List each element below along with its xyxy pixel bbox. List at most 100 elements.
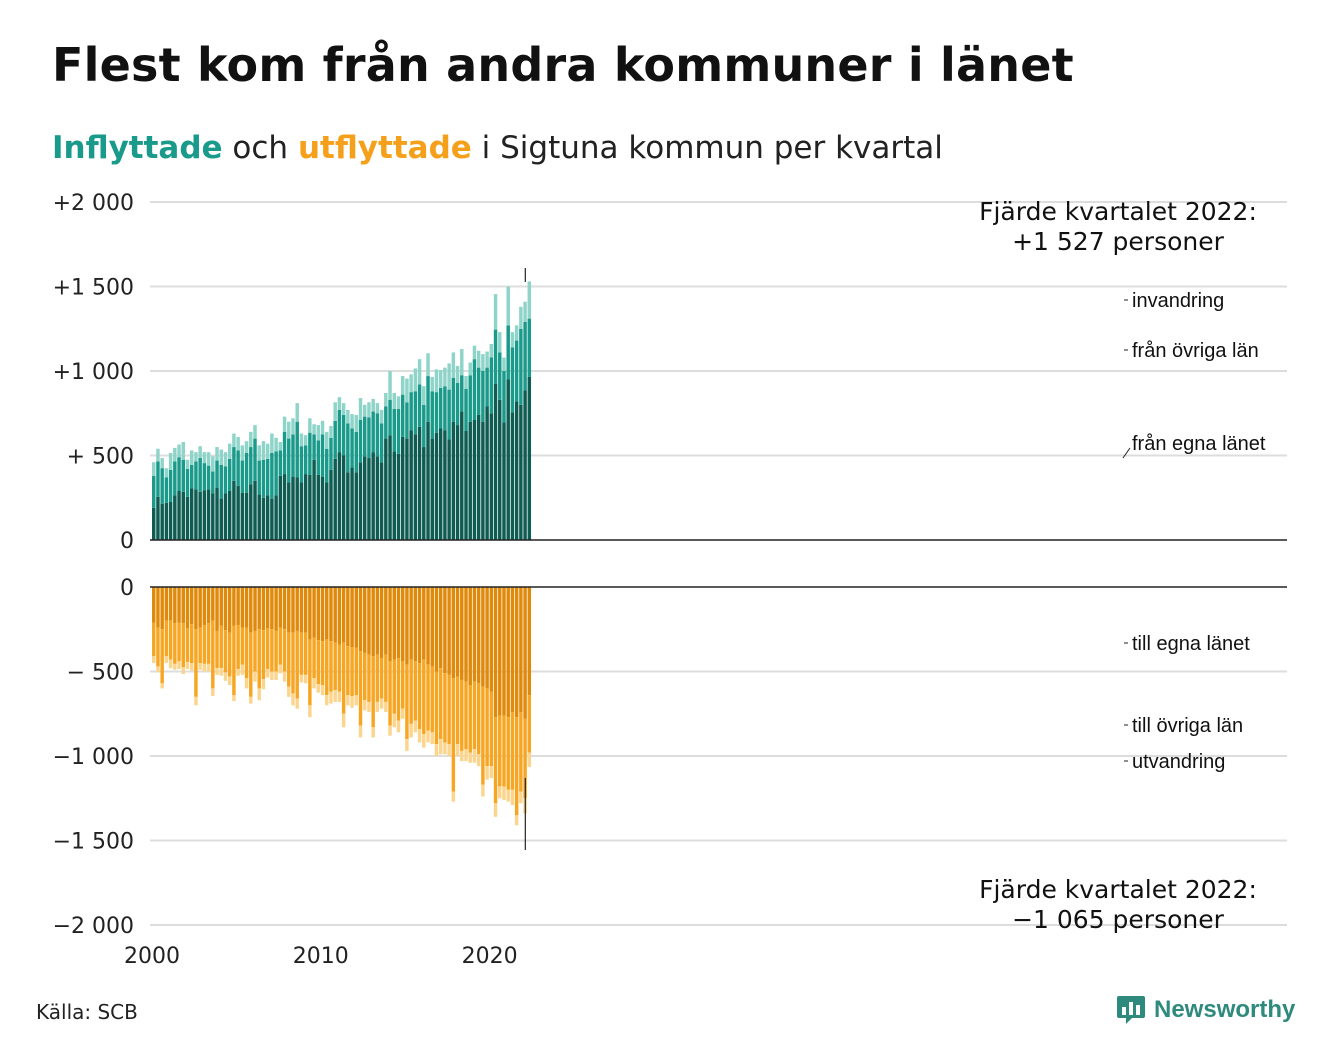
bar-in-ovriga-lan	[316, 440, 321, 475]
bar-out-ovriga-lan	[464, 681, 468, 750]
bar-out-utvandring	[312, 678, 316, 689]
bar-out-ovriga-lan	[409, 659, 413, 724]
bar-out-egna-lanet	[325, 587, 329, 640]
bar-in-ovriga-lan	[240, 460, 245, 493]
bar-out-utvandring	[198, 663, 202, 670]
bar-in-invandring	[400, 376, 405, 395]
bar-in-invandring	[202, 452, 207, 464]
bar-in-egna-lanet	[173, 495, 177, 540]
bar-out-ovriga-lan	[392, 659, 397, 714]
bar-out-egna-lanet	[261, 587, 266, 631]
bar-out-egna-lanet	[337, 587, 342, 645]
bar-in-invandring	[489, 343, 494, 358]
bar-out-utvandring	[202, 663, 207, 672]
bar-out-egna-lanet	[409, 587, 413, 660]
bar-out-utvandring	[396, 720, 401, 733]
bar-in-ovriga-lan	[405, 402, 409, 439]
y-tick-label-lower: −1 500	[53, 830, 134, 855]
bar-in-invandring	[240, 445, 245, 461]
bar-in-ovriga-lan	[232, 447, 236, 481]
bar-out-ovriga-lan	[211, 620, 215, 689]
bar-out-ovriga-lan	[413, 661, 418, 721]
bar-in-ovriga-lan	[523, 321, 527, 391]
bar-out-ovriga-lan	[265, 628, 270, 669]
bar-in-ovriga-lan	[223, 466, 228, 494]
bar-in-invandring	[396, 396, 401, 410]
bar-in-ovriga-lan	[215, 460, 219, 488]
tick-egna	[1122, 447, 1131, 459]
bar-in-invandring	[270, 433, 274, 453]
bar-out-egna-lanet	[232, 587, 236, 626]
bar-in-egna-lanet	[438, 428, 443, 540]
bar-in-egna-lanet	[523, 390, 527, 540]
bar-out-utvandring	[291, 693, 295, 706]
bar-out-ovriga-lan	[485, 688, 489, 767]
bar-out-ovriga-lan	[447, 674, 451, 745]
bar-in-ovriga-lan	[363, 416, 367, 457]
bar-in-egna-lanet	[329, 469, 333, 540]
bar-in-invandring	[261, 441, 266, 460]
bar-out-egna-lanet	[502, 587, 506, 716]
bar-in-invandring	[350, 414, 354, 429]
bar-out-utvandring	[493, 803, 498, 817]
bar-in-ovriga-lan	[384, 406, 388, 439]
bar-in-ovriga-lan	[287, 438, 291, 483]
bar-in-invandring	[198, 446, 202, 459]
bar-out-utvandring	[329, 691, 333, 704]
bar-out-egna-lanet	[282, 587, 287, 630]
bar-in-ovriga-lan	[354, 431, 359, 473]
bar-out-utvandring	[434, 744, 439, 756]
bar-out-egna-lanet	[358, 587, 363, 652]
bar-out-egna-lanet	[194, 587, 198, 630]
x-tick-label: 2000	[124, 944, 180, 969]
bar-out-egna-lanet	[413, 587, 418, 662]
bar-in-ovriga-lan	[510, 347, 515, 413]
y-tick-label-upper: 0	[120, 529, 134, 554]
bar-out-ovriga-lan	[443, 673, 447, 743]
bar-in-ovriga-lan	[308, 432, 312, 475]
bar-in-ovriga-lan	[337, 409, 342, 453]
bar-in-invandring	[316, 425, 321, 441]
bar-in-invandring	[274, 437, 278, 452]
bar-out-egna-lanet	[291, 587, 295, 633]
bar-out-egna-lanet	[312, 587, 316, 638]
bar-in-ovriga-lan	[181, 459, 186, 492]
bar-in-ovriga-lan	[464, 388, 468, 431]
bar-in-ovriga-lan	[451, 377, 456, 422]
bar-in-egna-lanet	[405, 438, 409, 540]
labels: Fjärde kvartalet 2022:+1 527 personerFjä…	[524, 197, 1266, 934]
bar-out-utvandring	[240, 664, 245, 675]
bar-out-ovriga-lan	[152, 622, 156, 657]
bar-in-egna-lanet	[325, 482, 329, 540]
bar-out-egna-lanet	[278, 587, 283, 628]
bar-out-utvandring	[485, 766, 489, 780]
bar-out-ovriga-lan	[240, 627, 245, 665]
bar-in-egna-lanet	[261, 497, 266, 540]
bar-out-egna-lanet	[455, 587, 460, 677]
bar-out-egna-lanet	[481, 587, 485, 687]
bar-in-ovriga-lan	[426, 376, 430, 422]
bar-out-egna-lanet	[223, 587, 228, 631]
bar-in-ovriga-lan	[413, 391, 418, 435]
bar-in-ovriga-lan	[519, 328, 523, 405]
bar-in-egna-lanet	[227, 490, 232, 540]
bar-in-ovriga-lan	[236, 450, 240, 486]
bar-out-utvandring	[299, 674, 304, 683]
bar-in-ovriga-lan	[502, 371, 506, 423]
bar-in-egna-lanet	[287, 482, 291, 540]
bar-out-ovriga-lan	[384, 654, 388, 702]
bar-out-ovriga-lan	[325, 639, 329, 696]
bar-in-invandring	[308, 418, 312, 433]
bar-in-egna-lanet	[181, 491, 186, 540]
bar-out-egna-lanet	[320, 587, 325, 642]
bar-in-egna-lanet	[168, 501, 173, 540]
bar-in-egna-lanet	[270, 498, 274, 540]
bar-out-ovriga-lan	[295, 630, 299, 699]
bar-in-ovriga-lan	[253, 438, 257, 481]
x-tick-label: 2010	[293, 944, 349, 969]
bar-out-ovriga-lan	[468, 685, 472, 753]
bar-out-utvandring	[160, 683, 164, 689]
bar-out-utvandring	[400, 708, 405, 719]
bar-in-egna-lanet	[291, 476, 295, 540]
